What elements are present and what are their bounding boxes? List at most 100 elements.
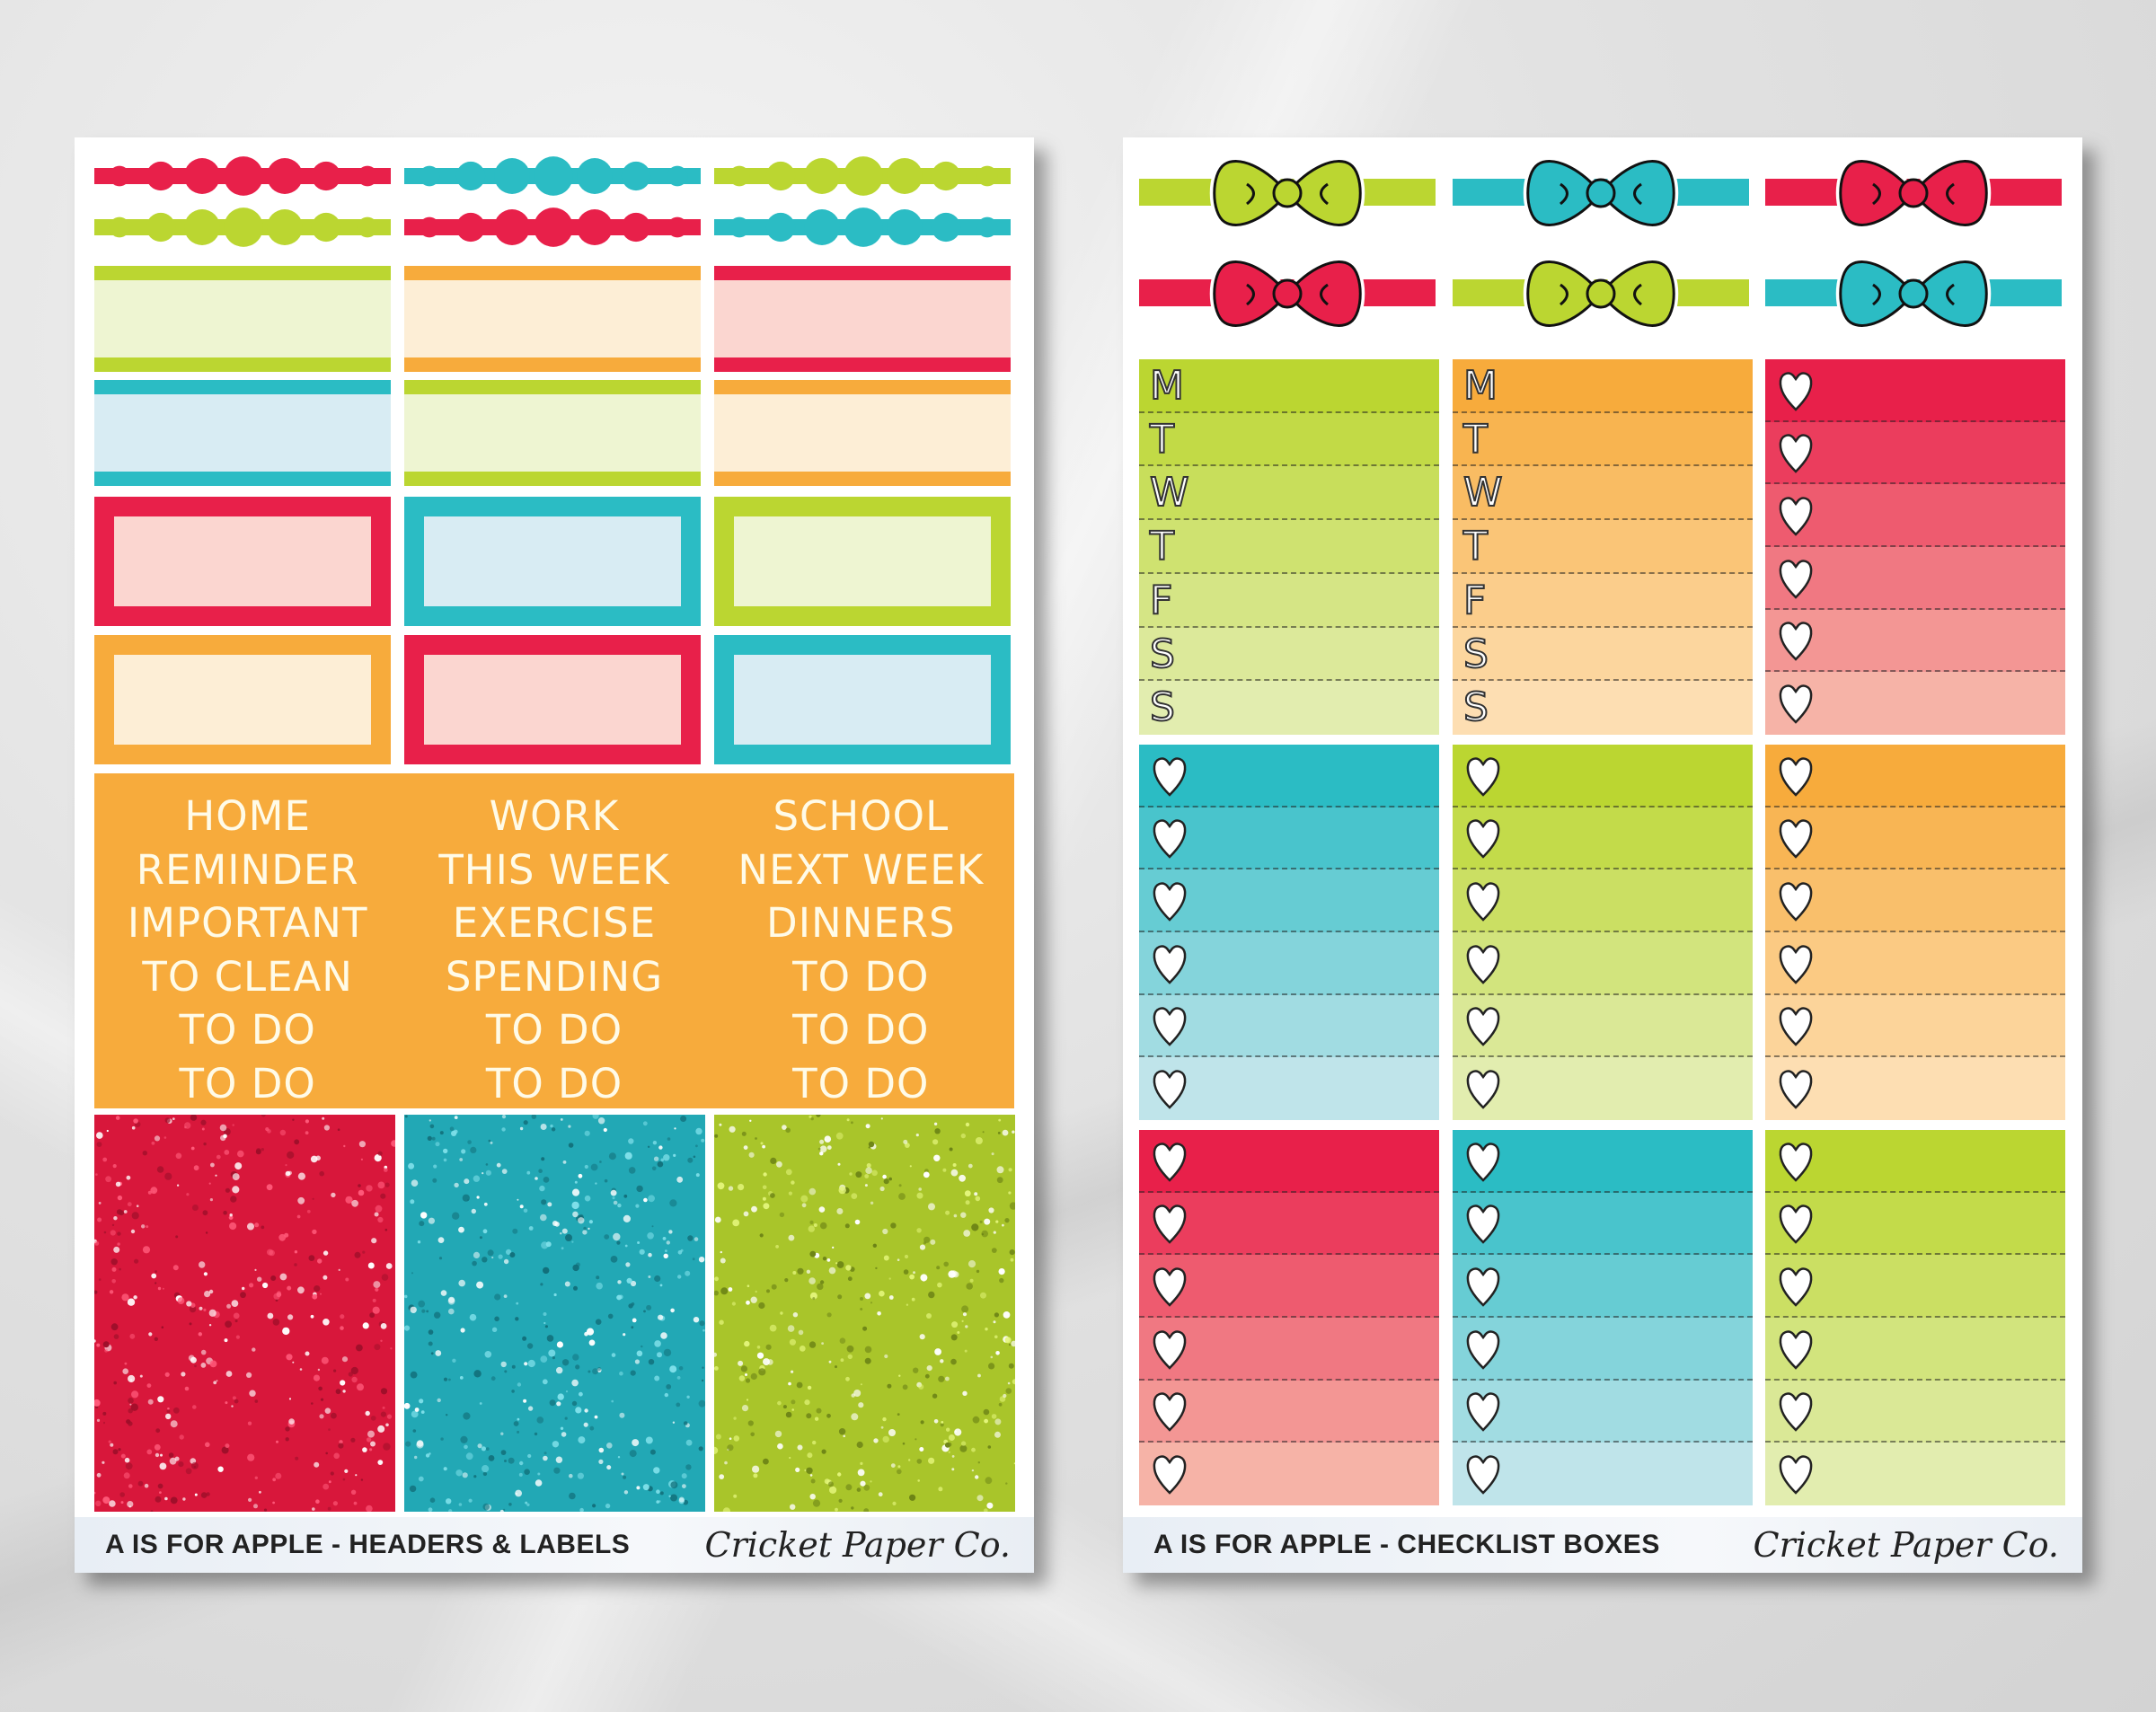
checklist-row	[1765, 1192, 2065, 1256]
word-label: TO DO	[792, 1006, 930, 1054]
checklist-box-teal	[1453, 1130, 1753, 1505]
heart-check-icon	[1466, 945, 1500, 984]
heart-check-icon	[1466, 1070, 1500, 1109]
word-label: WORK	[489, 792, 620, 840]
word-label: TO DO	[179, 1006, 316, 1054]
checklist-row	[1765, 609, 2065, 673]
checklist-row	[1453, 1255, 1753, 1318]
heart-check-icon	[1466, 819, 1500, 860]
brand-logo: Cricket Paper Co.	[1753, 1525, 2059, 1565]
checklist-row	[1453, 1192, 1753, 1256]
checklist-row	[1765, 359, 2065, 422]
heart-check-icon	[1153, 1455, 1187, 1495]
sheet-footer: A IS FOR APPLE - CHECKLIST BOXES Cricket…	[1123, 1517, 2082, 1573]
heart-check-icon	[1779, 1070, 1813, 1109]
checklist-row	[1139, 1255, 1439, 1318]
header-strip-green	[404, 380, 701, 486]
checklist-box-orange	[1765, 745, 2065, 1120]
checklist-row	[1139, 994, 1439, 1058]
heart-check-icon	[1779, 684, 1813, 724]
bow-header-teal	[1453, 148, 1749, 238]
heart-check-icon	[1153, 945, 1187, 984]
brand-logo: Cricket Paper Co.	[704, 1525, 1011, 1565]
word-label: DINNERS	[766, 899, 956, 947]
heart-check-icon	[1779, 622, 1813, 662]
checklist-row	[1139, 1192, 1439, 1256]
heart-check-icon	[1466, 1205, 1500, 1245]
checklist-row	[1453, 1130, 1753, 1193]
heart-check-icon	[1466, 757, 1500, 797]
heart-check-icon	[1779, 819, 1813, 860]
weekday-letter: M	[1462, 362, 1498, 410]
weekday-letter: W	[1149, 469, 1189, 516]
checklist-row	[1139, 1318, 1439, 1381]
heart-check-icon	[1779, 945, 1813, 984]
header-strip-teal	[94, 380, 391, 486]
label-box-teal	[404, 497, 701, 626]
checklist-row: M	[1453, 359, 1753, 413]
weekday-letter: T	[1462, 416, 1489, 463]
heart-check-icon	[1779, 497, 1813, 536]
heart-check-icon	[1779, 882, 1813, 922]
checklist-row	[1453, 1057, 1753, 1120]
heart-check-icon	[1153, 1330, 1187, 1370]
word-label: SCHOOL	[773, 792, 950, 840]
checklist-row: S	[1453, 627, 1753, 682]
checklist-box-green	[1765, 1130, 2065, 1505]
checklist-row	[1765, 1443, 2065, 1505]
checklist-row: T	[1139, 412, 1439, 467]
sheet-title: A IS FOR APPLE - HEADERS & LABELS	[105, 1530, 631, 1559]
checklist-row	[1765, 484, 2065, 547]
word-label: EXERCISE	[452, 899, 657, 947]
checklist-row	[1139, 932, 1439, 995]
scallop-border-green	[94, 207, 391, 248]
checklist-row: S	[1139, 681, 1439, 735]
checklist-row	[1765, 1318, 2065, 1381]
word-label: TO CLEAN	[142, 952, 353, 1001]
heart-check-icon	[1466, 1455, 1500, 1495]
checklist-row: S	[1453, 681, 1753, 735]
checklist-row	[1139, 869, 1439, 932]
heart-check-icon	[1779, 434, 1813, 474]
heart-check-icon	[1779, 757, 1813, 797]
checklist-row	[1139, 745, 1439, 807]
checklist-row	[1765, 547, 2065, 610]
checklist-row	[1139, 1130, 1439, 1193]
checklist-row	[1765, 421, 2065, 485]
weekday-letter: S	[1462, 684, 1489, 731]
heart-check-icon	[1153, 882, 1187, 922]
checklist-row: M	[1139, 359, 1439, 413]
word-label: IMPORTANT	[127, 899, 368, 947]
bow-header-green	[1139, 148, 1436, 238]
weekday-letter: S	[1462, 631, 1489, 678]
checklist-row: F	[1453, 573, 1753, 628]
bow-header-green	[1453, 249, 1749, 339]
checklist-row	[1139, 807, 1439, 870]
heart-check-icon	[1779, 1392, 1813, 1433]
header-strip-red	[714, 266, 1011, 372]
heart-check-icon	[1153, 1392, 1187, 1433]
heart-check-icon	[1466, 882, 1500, 922]
heart-check-icon	[1153, 1267, 1187, 1307]
checklist-row	[1765, 1380, 2065, 1443]
heart-check-icon	[1153, 1205, 1187, 1245]
heart-check-icon	[1466, 1143, 1500, 1182]
word-label: SPENDING	[445, 952, 664, 1001]
word-label: NEXT WEEK	[738, 845, 985, 894]
heart-check-icon	[1466, 1007, 1500, 1047]
checklist-box-teal	[1139, 745, 1439, 1120]
checklist-row: W	[1453, 466, 1753, 521]
heart-check-icon	[1779, 1143, 1813, 1182]
heart-check-icon	[1153, 1070, 1187, 1109]
label-box-red	[404, 635, 701, 764]
checklist-row	[1453, 1318, 1753, 1381]
weekday-letter: S	[1149, 631, 1176, 678]
checklist-row	[1765, 932, 2065, 995]
label-box-teal	[714, 635, 1011, 764]
word-label: THIS WEEK	[438, 845, 670, 894]
heart-check-icon	[1153, 1007, 1187, 1047]
checklist-row	[1139, 1380, 1439, 1443]
checklist-row	[1453, 869, 1753, 932]
